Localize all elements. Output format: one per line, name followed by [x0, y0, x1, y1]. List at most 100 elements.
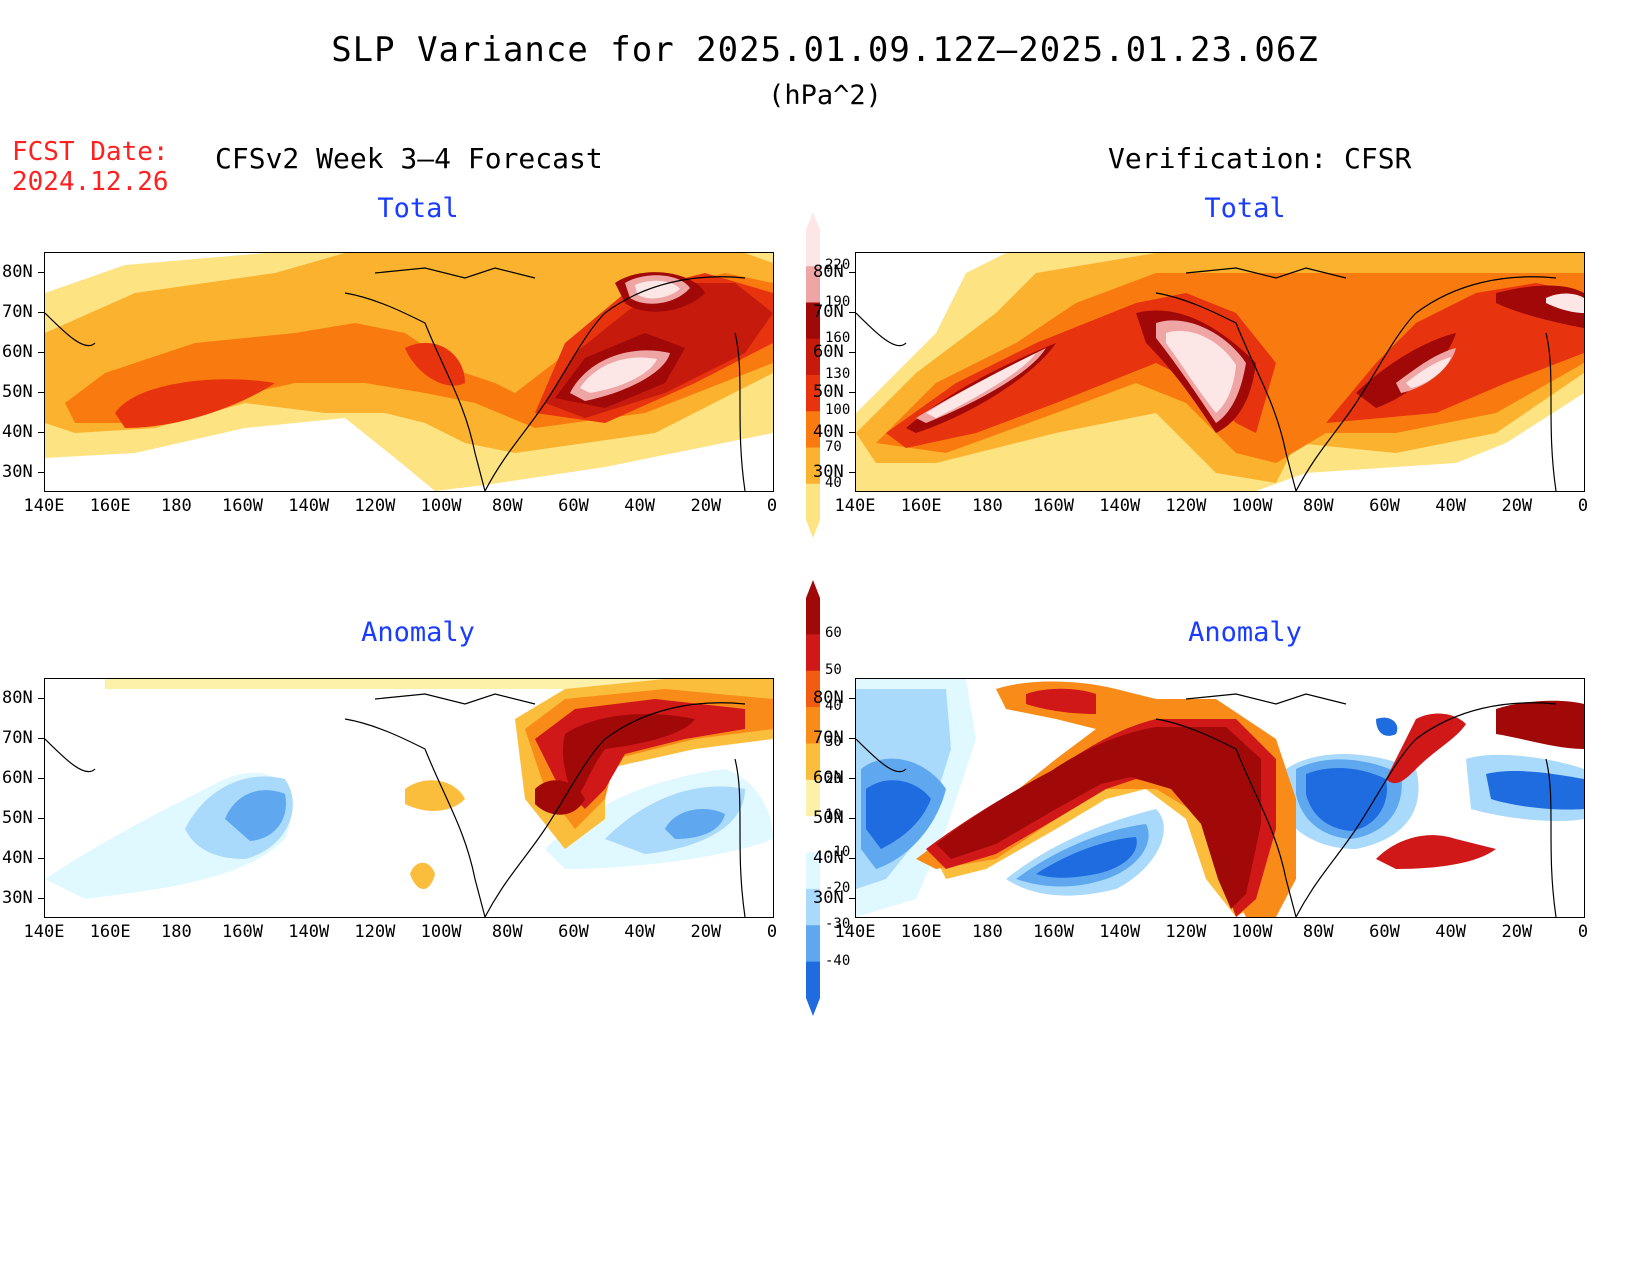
- longitude-tick-label: 80W: [1302, 496, 1334, 516]
- colorbar-level-label: 220: [825, 257, 851, 274]
- colorbar-segment: [806, 961, 820, 999]
- colorbar-level-label: 10: [825, 807, 842, 824]
- longitude-tick-label: 20W: [1501, 496, 1533, 516]
- longitude-tick-label: 40W: [1435, 496, 1466, 516]
- longitude-tick-label: 80W: [1302, 922, 1334, 942]
- longitude-tick-label: 0: [766, 922, 778, 942]
- longitude-tick-label: 140W: [1099, 496, 1141, 516]
- colorbar-segment: [806, 266, 820, 303]
- latitude-tick-mark: [38, 698, 44, 699]
- panel-title-verification-total: Total: [1204, 193, 1286, 224]
- panel-title-verification-anomaly: Anomaly: [1188, 617, 1302, 648]
- longitude-tick-label: 160W: [222, 496, 263, 516]
- latitude-tick-label: 80N: [2, 262, 33, 282]
- latitude-tick-mark: [849, 272, 855, 273]
- longitude-tick-label: 0: [1577, 496, 1589, 516]
- latitude-tick-mark: [38, 352, 44, 353]
- verification-anomaly-map: [855, 678, 1585, 918]
- latitude-tick-mark: [849, 432, 855, 433]
- latitude-tick-mark: [38, 272, 44, 273]
- latitude-tick-label: 50N: [813, 808, 844, 828]
- latitude-tick-label: 60N: [2, 342, 33, 362]
- colorbar-level-label: 190: [825, 293, 851, 310]
- colorbar-segment: [806, 598, 820, 635]
- colorbar-level-label: 60: [825, 625, 842, 642]
- units-label: (hPa^2): [768, 80, 882, 111]
- colorbar-level-label: 100: [825, 402, 851, 419]
- longitude-tick-label: 100W: [420, 922, 462, 942]
- total-colorbar: 220 190 160 130 100 70 40: [800, 210, 870, 540]
- latitude-tick-label: 40N: [813, 848, 844, 868]
- colorbar-segment: [806, 338, 820, 376]
- latitude-tick-mark: [849, 312, 855, 313]
- longitude-tick-label: 140W: [1099, 922, 1141, 942]
- latitude-tick-label: 70N: [813, 302, 844, 322]
- latitude-tick-mark: [38, 312, 44, 313]
- longitude-tick-label: 40W: [624, 922, 655, 942]
- latitude-tick-mark: [849, 778, 855, 779]
- latitude-tick-label: 80N: [813, 262, 844, 282]
- longitude-tick-label: 60W: [558, 922, 589, 942]
- longitude-tick-label: 20W: [690, 922, 722, 942]
- longitude-tick-label: 180: [972, 496, 1003, 516]
- longitude-tick-label: 160E: [89, 496, 131, 516]
- latitude-tick-mark: [849, 738, 855, 739]
- colorbar-graphic: [806, 212, 820, 538]
- longitude-tick-label: 180: [161, 496, 192, 516]
- longitude-tick-label: 160E: [89, 922, 131, 942]
- latitude-tick-label: 60N: [2, 768, 33, 788]
- latitude-tick-mark: [38, 898, 44, 899]
- longitude-tick-label: 180: [972, 922, 1003, 942]
- latitude-tick-mark: [849, 392, 855, 393]
- longitude-tick-label: 20W: [1501, 922, 1533, 942]
- longitude-tick-label: 140E: [23, 496, 65, 516]
- colorbar-segment: [806, 816, 820, 854]
- forecast-date-value: 2024.12.26: [12, 167, 169, 197]
- latitude-tick-mark: [849, 698, 855, 699]
- latitude-tick-label: 80N: [2, 688, 33, 708]
- colorbar-segment: [806, 230, 820, 267]
- latitude-tick-mark: [38, 858, 44, 859]
- colorbar-segment: [806, 707, 820, 744]
- colorbar-level-label: 20: [825, 770, 842, 787]
- longitude-tick-label: 120W: [354, 922, 396, 942]
- latitude-tick-label: 40N: [2, 422, 33, 442]
- latitude-tick-mark: [849, 472, 855, 473]
- longitude-tick-label: 40W: [1435, 922, 1466, 942]
- colorbar-segment: [806, 888, 820, 926]
- longitude-tick-label: 160W: [1033, 496, 1074, 516]
- colorbar-segment: [806, 634, 820, 672]
- latitude-tick-label: 40N: [2, 848, 33, 868]
- longitude-tick-label: 140E: [23, 922, 65, 942]
- latitude-tick-mark: [38, 738, 44, 739]
- longitude-tick-label: 60W: [1369, 922, 1400, 942]
- colorbar-segment: [806, 925, 820, 963]
- latitude-tick-label: 30N: [813, 462, 844, 482]
- panel-title-forecast-total: Total: [377, 193, 459, 224]
- forecast-header: CFSv2 Week 3–4 Forecast: [215, 142, 603, 175]
- forecast-date-label: FCST Date:: [12, 137, 169, 167]
- latitude-tick-label: 30N: [2, 888, 33, 908]
- latitude-tick-mark: [38, 818, 44, 819]
- colorbar-level-label: -20: [825, 879, 851, 896]
- latitude-tick-label: 60N: [813, 768, 844, 788]
- longitude-tick-label: 140E: [834, 496, 876, 516]
- colorbar-level-label: -30: [825, 916, 851, 933]
- latitude-tick-label: 50N: [813, 382, 844, 402]
- latitude-tick-label: 70N: [2, 302, 33, 322]
- longitude-tick-label: 80W: [491, 496, 523, 516]
- longitude-tick-label: 100W: [420, 496, 462, 516]
- verification-total-map: [855, 252, 1585, 492]
- longitude-tick-label: 120W: [1165, 496, 1207, 516]
- anomaly-colorbar: 60 50 40 30 20 10 -10 -20 -30 -40: [800, 578, 870, 1018]
- longitude-tick-label: 60W: [1369, 496, 1400, 516]
- colorbar-segment: [806, 447, 820, 485]
- colorbar-bottom-arrow: [806, 998, 820, 1016]
- colorbar-segment: [806, 670, 820, 708]
- colorbar-segment: [806, 302, 820, 340]
- longitude-tick-label: 160W: [222, 922, 263, 942]
- colorbar-level-label: 30: [825, 734, 842, 751]
- colorbar-segment: [806, 743, 820, 781]
- colorbar-graphic: [806, 580, 820, 1016]
- colorbar-bottom-arrow: [806, 520, 820, 538]
